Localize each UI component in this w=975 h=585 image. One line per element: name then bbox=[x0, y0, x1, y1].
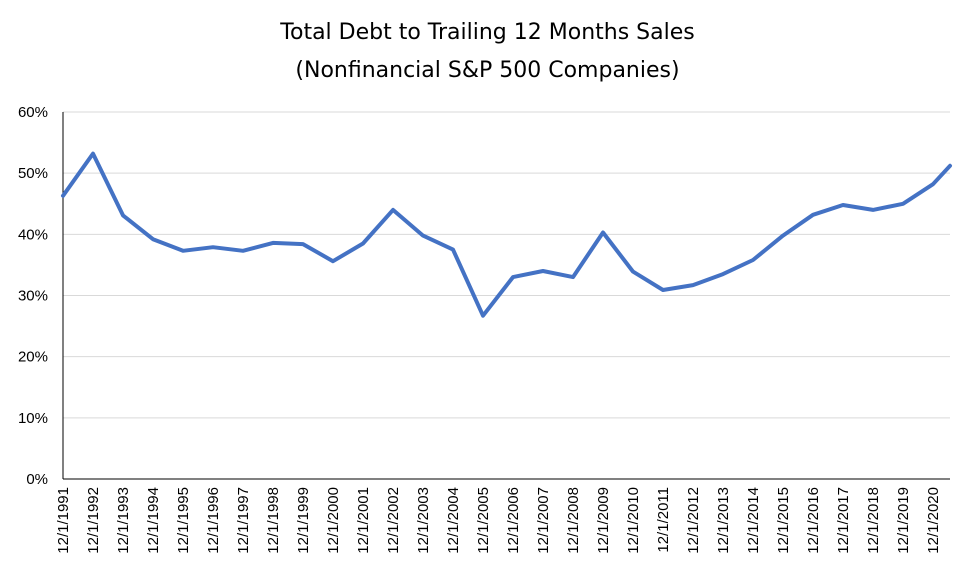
x-tick-label: 12/1/2006 bbox=[505, 487, 522, 554]
x-tick-label: 12/1/1999 bbox=[295, 487, 312, 554]
x-tick-label: 12/1/2010 bbox=[625, 487, 642, 554]
x-tick-label: 12/1/2005 bbox=[475, 487, 492, 554]
x-tick-label: 12/1/2014 bbox=[745, 487, 762, 554]
y-tick-label: 50% bbox=[18, 165, 48, 182]
x-tick-label: 12/1/2013 bbox=[715, 487, 732, 554]
x-tick-label: 12/1/2020 bbox=[925, 487, 942, 554]
chart-title: Total Debt to Trailing 12 Months Sales bbox=[280, 20, 695, 45]
x-tick-label: 12/1/1994 bbox=[145, 487, 162, 554]
x-tick-label: 12/1/1996 bbox=[205, 487, 222, 554]
y-tick-label: 20% bbox=[18, 349, 48, 366]
x-tick-label: 12/1/2003 bbox=[415, 487, 432, 554]
x-tick-label: 12/1/2004 bbox=[445, 487, 462, 554]
x-tick-label: 12/1/2001 bbox=[355, 487, 372, 554]
x-tick-label: 12/1/2012 bbox=[685, 487, 702, 554]
x-tick-label: 12/1/2016 bbox=[805, 487, 822, 554]
x-tick-label: 12/1/2019 bbox=[895, 487, 912, 554]
y-tick-label: 60% bbox=[18, 104, 48, 121]
x-tick-label: 12/1/2000 bbox=[325, 487, 342, 554]
x-tick-label: 12/1/2009 bbox=[595, 487, 612, 554]
x-tick-label: 12/1/2018 bbox=[865, 487, 882, 554]
x-tick-label: 12/1/1991 bbox=[55, 487, 72, 554]
y-tick-label: 0% bbox=[26, 471, 48, 488]
x-tick-label: 12/1/2007 bbox=[535, 487, 552, 554]
x-tick-label: 12/1/2008 bbox=[565, 487, 582, 554]
x-tick-label: 12/1/2011 bbox=[655, 487, 672, 553]
y-tick-label: 40% bbox=[18, 226, 48, 243]
x-tick-label: 12/1/1993 bbox=[115, 487, 132, 554]
x-tick-label: 12/1/1995 bbox=[175, 487, 192, 554]
x-tick-label: 12/1/2015 bbox=[775, 487, 792, 554]
x-tick-label: 12/1/1998 bbox=[265, 487, 282, 554]
x-tick-label: 12/1/2017 bbox=[835, 487, 852, 554]
chart-subtitle: (Nonfinancial S&P 500 Companies) bbox=[295, 58, 680, 83]
x-tick-label: 12/1/1997 bbox=[235, 487, 252, 554]
y-tick-label: 10% bbox=[18, 410, 48, 427]
y-tick-label: 30% bbox=[18, 288, 48, 305]
x-tick-label: 12/1/2002 bbox=[385, 487, 402, 554]
x-tick-label: 12/1/1992 bbox=[85, 487, 102, 554]
